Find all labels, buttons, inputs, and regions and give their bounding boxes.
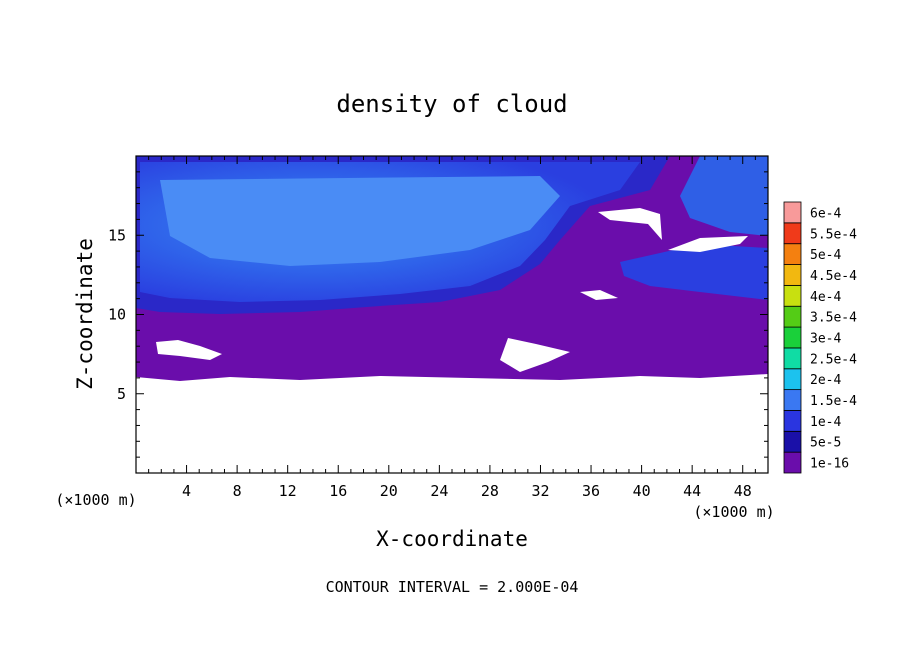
colorbar-label: 4e-4 bbox=[810, 290, 841, 305]
colorbar-swatch bbox=[783, 347, 802, 370]
clear-pocket-right bbox=[668, 236, 748, 252]
colorbar-label: 3e-4 bbox=[810, 332, 841, 347]
colorbar-swatch bbox=[783, 201, 802, 224]
clear-pocket-small bbox=[580, 290, 618, 300]
colorbar-swatch bbox=[783, 284, 802, 307]
blue-patch-mid-right bbox=[620, 244, 768, 300]
colorbar-swatch bbox=[783, 264, 802, 286]
colorbar-label: 4.5e-4 bbox=[810, 269, 857, 284]
x-axis-label: X-coordinate bbox=[376, 527, 528, 551]
colorbar-label: 1.5e-4 bbox=[810, 394, 857, 409]
colorbar-swatch bbox=[783, 410, 802, 432]
colorbar-label: 6e-4 bbox=[810, 206, 841, 221]
colorbar-swatch bbox=[783, 326, 802, 349]
y-tick-label: 5 bbox=[117, 385, 126, 403]
clear-pocket-mid bbox=[500, 338, 570, 372]
x-unit-left: (×1000 m) bbox=[55, 491, 136, 509]
colorbar-swatch bbox=[783, 222, 802, 245]
x-tick-label: 12 bbox=[279, 482, 297, 500]
colorbar-label: 2.5e-4 bbox=[810, 352, 857, 367]
y-tick-label: 15 bbox=[108, 226, 126, 244]
lightblue-contour-region bbox=[160, 176, 560, 266]
x-tick-label: 44 bbox=[683, 482, 701, 500]
x-tick-label: 16 bbox=[329, 482, 347, 500]
x-tick-label: 40 bbox=[633, 482, 651, 500]
y-tick-label: 10 bbox=[108, 306, 126, 324]
colorbar: 1e-16 5e-5 1e-4 1.5e-4 2e-4 2.5e-4 3e-4 3.5e-4 4… bbox=[783, 201, 857, 474]
x-tick-label: 20 bbox=[380, 482, 398, 500]
chart-title: density of cloud bbox=[336, 90, 567, 118]
x-tick-label: 28 bbox=[481, 482, 499, 500]
colorbar-label: 5e-5 bbox=[810, 436, 841, 451]
colorbar-label: 1e-4 bbox=[810, 415, 841, 430]
colorbar-label: 3.5e-4 bbox=[810, 311, 857, 326]
contour-interval-note: CONTOUR INTERVAL = 2.000E-04 bbox=[326, 578, 579, 596]
colorbar-swatch bbox=[783, 430, 802, 453]
colorbar-label: 1e-16 bbox=[810, 457, 849, 472]
x-tick-label: 48 bbox=[734, 482, 752, 500]
y-axis-label: Z-coordinate bbox=[73, 238, 97, 390]
colorbar-swatch bbox=[783, 451, 802, 474]
colorbar-label: 2e-4 bbox=[810, 373, 841, 388]
x-tick-label: 8 bbox=[233, 482, 242, 500]
x-tick-label: 24 bbox=[430, 482, 448, 500]
colorbar-swatch bbox=[783, 243, 802, 265]
x-tick-label: 36 bbox=[582, 482, 600, 500]
blue-patch-upper-right bbox=[680, 156, 768, 236]
clear-pocket-upper-right bbox=[598, 208, 662, 240]
colorbar-swatch bbox=[783, 368, 802, 391]
clear-pocket-left bbox=[156, 340, 222, 360]
colorbar-swatch bbox=[783, 389, 802, 411]
x-tick-label: 32 bbox=[531, 482, 549, 500]
colorbar-label: 5.5e-4 bbox=[810, 227, 857, 242]
colorbar-label: 5e-4 bbox=[810, 248, 841, 263]
x-tick-label: 4 bbox=[182, 482, 191, 500]
x-axis: 4 8 12 16 20 24 28 32 36 40 44 48 bbox=[148, 156, 756, 500]
x-unit-right: (×1000 m) bbox=[693, 503, 774, 521]
colorbar-swatch bbox=[783, 305, 802, 328]
y-axis: 5 10 15 bbox=[108, 171, 768, 458]
